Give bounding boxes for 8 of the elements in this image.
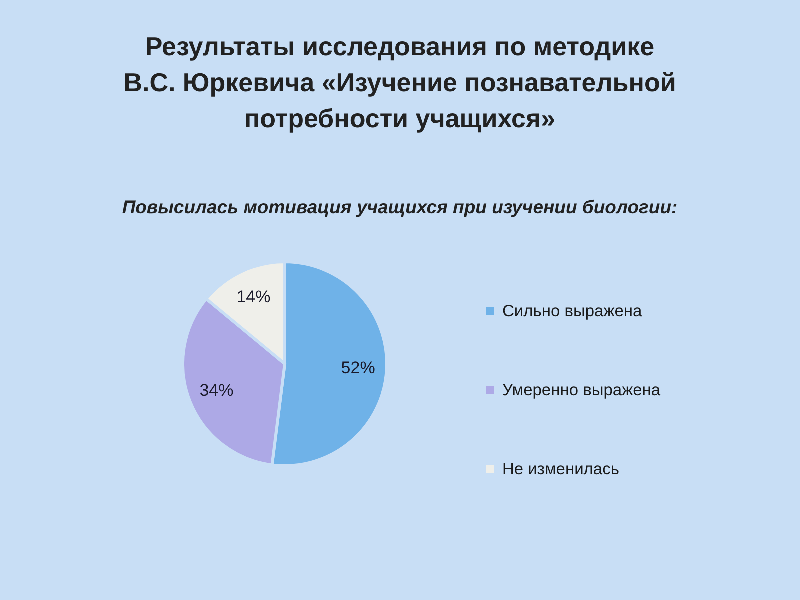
chart-subtitle: Повысилась мотивация учащихся при изучении биологии: xyxy=(122,196,678,218)
legend-label: Умеренно выражена xyxy=(502,381,662,400)
chart-title: Результаты исследования по методике В.С. Юркевича «Изучение познавательной потребности учащихся» xyxy=(124,32,676,134)
data-label: 14% xyxy=(236,288,271,307)
legend-label: Сильно выражена xyxy=(502,302,644,320)
data-label: 52% xyxy=(341,358,376,378)
data-label: 34% xyxy=(200,381,234,400)
legend-label: Не изменилась xyxy=(502,460,620,478)
